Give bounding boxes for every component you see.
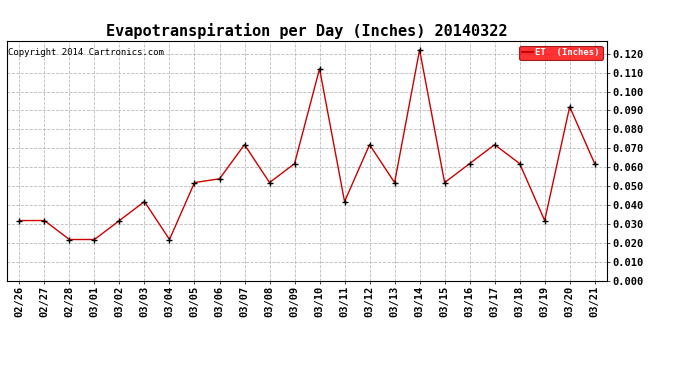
Title: Evapotranspiration per Day (Inches) 20140322: Evapotranspiration per Day (Inches) 2014… — [106, 23, 508, 39]
Legend: ET  (Inches): ET (Inches) — [520, 46, 602, 60]
Text: Copyright 2014 Cartronics.com: Copyright 2014 Cartronics.com — [8, 48, 164, 57]
